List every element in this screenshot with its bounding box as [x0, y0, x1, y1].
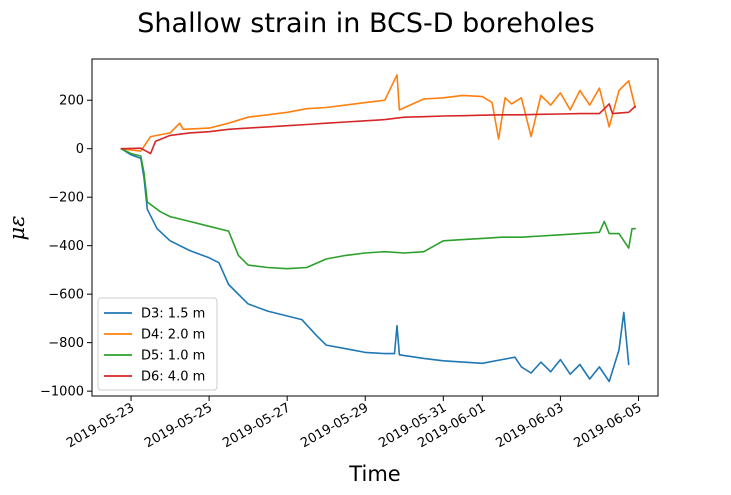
legend-label-d6: D6: 4.0 m: [141, 370, 205, 385]
series-line-d5: [120, 147, 637, 270]
x-tick-label: 2019-05-29: [298, 400, 371, 451]
y-axis: 200 0 −200 −400 −600 −800 −1000: [40, 94, 92, 400]
x-tick-label: 2019-05-23: [64, 400, 137, 451]
chart-title: Shallow strain in BCS-D boreholes: [137, 8, 594, 39]
x-axis-label: Time: [348, 462, 400, 486]
series-line-d4: [120, 74, 637, 152]
series-line-d3: [120, 147, 630, 383]
y-tick-label: 0: [76, 142, 84, 157]
series-line-d6: [120, 103, 637, 155]
y-tick-label: 200: [59, 94, 84, 109]
legend-label-d5: D5: 1.0 m: [141, 349, 205, 364]
y-axis-label: με: [5, 216, 29, 241]
x-tick-label: 2019-05-25: [142, 400, 215, 451]
y-tick-label: −800: [48, 336, 84, 351]
legend-label-d3: D3: 1.5 m: [141, 307, 205, 322]
x-tick-label: 2019-06-05: [572, 400, 645, 451]
legend-box: [97, 297, 218, 391]
x-tick-label: 2019-06-03: [493, 400, 566, 451]
legend: D3: 1.5 m D4: 2.0 m D5: 1.0 m D6: 4.0 m: [97, 297, 218, 391]
y-tick-label: −1000: [40, 385, 84, 400]
x-tick-label: 2019-05-27: [220, 400, 293, 451]
series-layer: [120, 74, 637, 383]
legend-label-d4: D4: 2.0 m: [141, 328, 205, 343]
x-axis: 2019-05-23 2019-05-25 2019-05-27 2019-05-29…: [64, 396, 644, 451]
y-tick-label: −400: [48, 239, 84, 254]
y-tick-label: −600: [48, 288, 84, 303]
y-tick-label: −200: [48, 191, 84, 206]
